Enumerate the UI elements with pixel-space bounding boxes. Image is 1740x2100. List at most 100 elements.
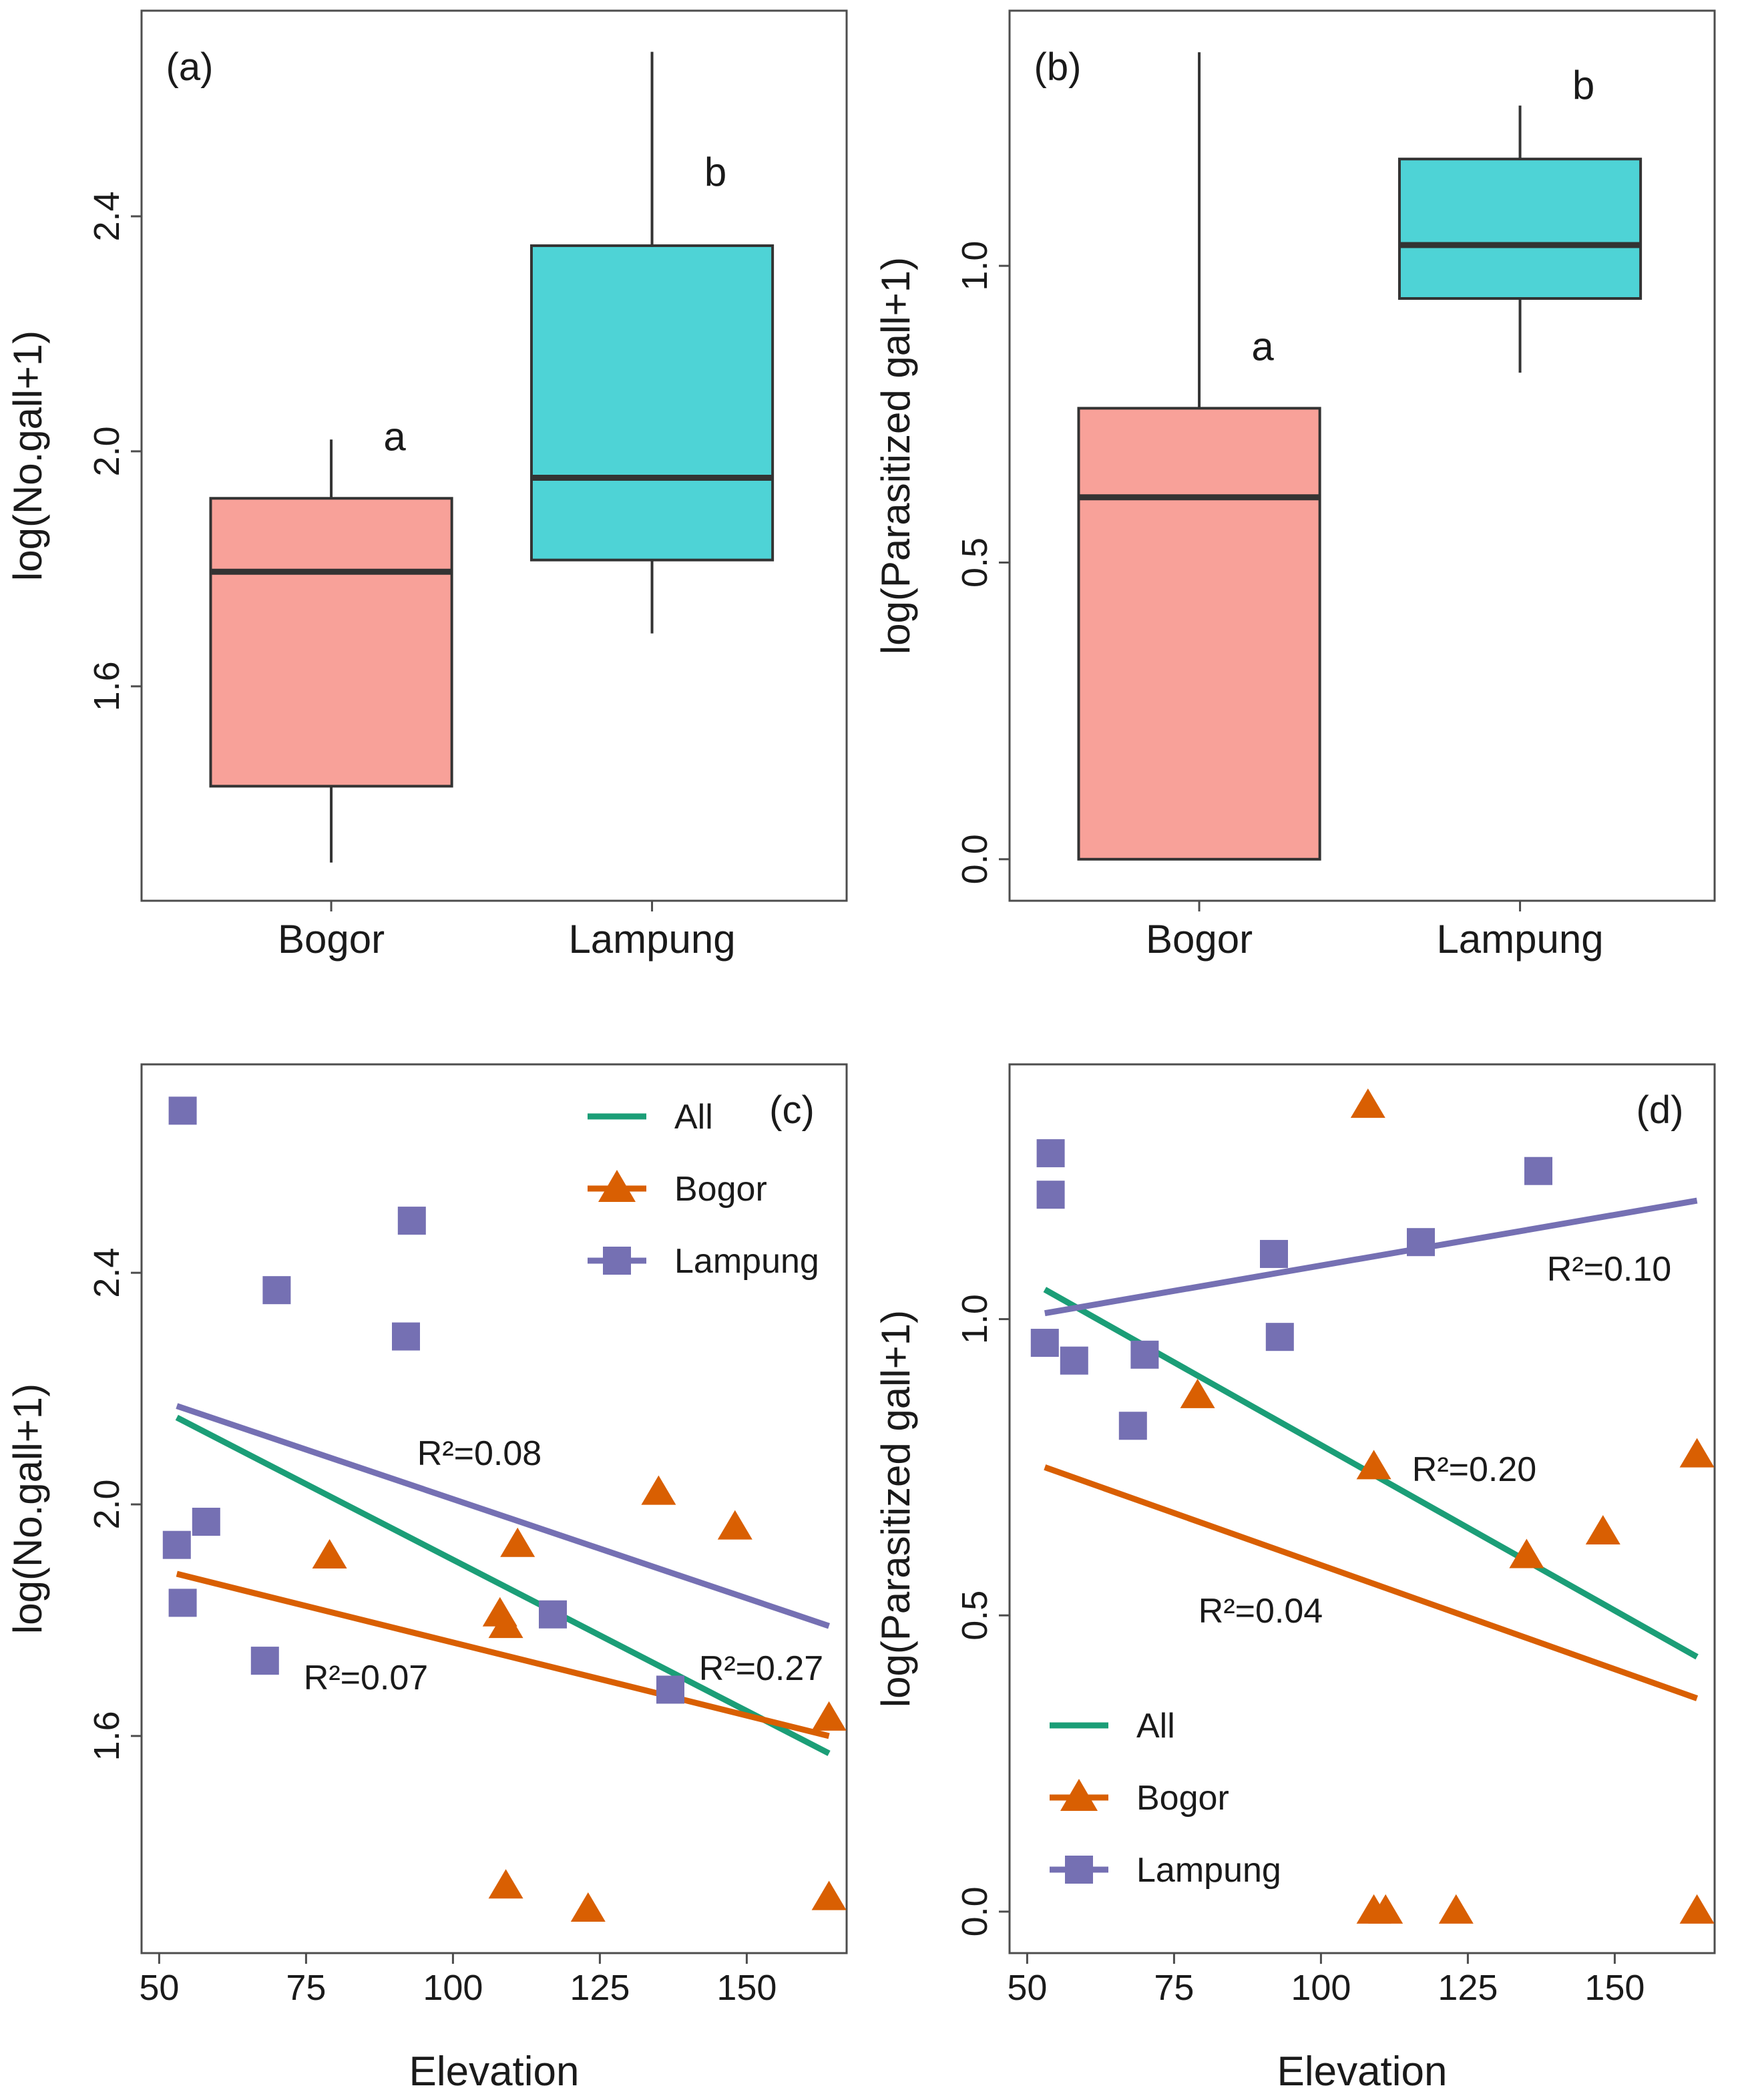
panel-letter: (a) [166, 45, 214, 89]
point-bogor [1679, 1894, 1715, 1924]
r2-label-lampung: R²=0.08 [417, 1434, 541, 1473]
plot-frame [140, 9, 848, 902]
point-lampung [1524, 1157, 1552, 1185]
legend-label-bogor: Bogor [1136, 1779, 1229, 1818]
y-tick-label: 2.0 [87, 1479, 127, 1529]
iqr-box [529, 244, 775, 562]
point-bogor [1350, 1088, 1385, 1118]
y-tick-label: 2.4 [87, 1248, 127, 1298]
fit-line-lampung [1044, 1197, 1698, 1317]
r2-label-lampung: R²=0.10 [1547, 1250, 1671, 1289]
plot-frame [140, 1063, 848, 1954]
legend-label-lampung: Lampung [1136, 1851, 1281, 1890]
point-bogor [500, 1527, 535, 1557]
point-bogor [488, 1609, 523, 1639]
point-lampung [1036, 1139, 1065, 1168]
point-lampung [1030, 1329, 1059, 1357]
y-tick-label: 1.0 [955, 241, 995, 291]
panel-d: 0.0 0.5 1.0 log(Parasitized gall+1) (d) 50 75 1… [873, 1063, 1716, 2095]
y-tick-label: 1.6 [87, 661, 127, 711]
box-bogor: a [209, 414, 453, 863]
x-axis-label: Elevation [1277, 2049, 1447, 2095]
y-axis-label: log(Parasitized gall+1) [873, 1310, 918, 1707]
point-lampung [192, 1508, 220, 1536]
x-tick-label: 100 [1291, 1968, 1351, 2008]
x-axis-label: Elevation [409, 2049, 579, 2095]
x-category-label: Bogor [1146, 917, 1253, 962]
point-bogor [1679, 1438, 1715, 1468]
point-bogor [811, 1880, 847, 1910]
y-axis-label: log(No.gall+1) [5, 331, 50, 581]
point-lampung [168, 1589, 197, 1617]
y-tick-label: 0.0 [955, 1886, 995, 1936]
x-tick-label: 150 [1584, 1968, 1645, 2008]
fit-line-bogor [1044, 1464, 1699, 1701]
plot-frame [1008, 1063, 1716, 1954]
y-axis-label: log(Parasitized gall+1) [873, 257, 918, 654]
x-category-label: Bogor [278, 917, 385, 962]
point-lampung [1407, 1228, 1435, 1257]
panel-c: 1.6 2.0 2.4 log(No.gall+1) (c) 50 75 100 125 150 E… [5, 1063, 848, 2095]
series-lampung [1030, 1139, 1552, 1440]
legend-marker-lampung [1065, 1856, 1093, 1884]
x-tick-label: 50 [139, 1968, 179, 2008]
point-bogor [1509, 1538, 1544, 1568]
panel-letter: (b) [1034, 45, 1082, 89]
significance-letter: b [704, 150, 726, 194]
iqr-box [209, 497, 453, 788]
x-tick-label: 75 [1154, 1968, 1194, 2008]
significance-letter: b [1572, 63, 1594, 108]
y-tick-label: 0.5 [955, 538, 995, 588]
box-lampung: b [529, 51, 775, 634]
box-bogor: a [1077, 52, 1321, 861]
panel-b: 0.0 0.5 1.0 log(Parasitized gall+1) (b) a Bogo… [873, 9, 1716, 962]
series-bogor [1180, 1088, 1715, 1924]
legend: All Bogor Lampung [1050, 1707, 1281, 1890]
y-tick-label: 1.0 [955, 1294, 995, 1344]
point-lampung [392, 1322, 420, 1351]
y-tick-label: 1.6 [87, 1711, 127, 1761]
significance-letter: a [383, 414, 406, 459]
series-bogor [312, 1475, 847, 1922]
point-bogor [570, 1892, 606, 1922]
point-bogor [1368, 1894, 1403, 1924]
point-lampung [1036, 1181, 1065, 1209]
legend-label-all: All [674, 1098, 713, 1136]
r2-label-bogor: R²=0.04 [1199, 1592, 1323, 1631]
point-lampung [262, 1276, 291, 1305]
legend: All Bogor Lampung [588, 1098, 819, 1281]
iqr-box [1397, 158, 1643, 300]
point-bogor [488, 1869, 523, 1899]
series-lampung [162, 1096, 684, 1704]
legend-label-all: All [1136, 1707, 1175, 1745]
box-lampung: b [1397, 63, 1643, 373]
x-category-label: Lampung [568, 917, 735, 962]
r2-label-bogor: R²=0.07 [304, 1659, 428, 1697]
point-lampung [1130, 1340, 1159, 1369]
x-tick-label: 75 [286, 1968, 326, 2008]
x-tick-label: 125 [1438, 1968, 1498, 2008]
panel-letter: (c) [769, 1088, 815, 1132]
point-lampung [539, 1600, 567, 1629]
x-tick-label: 150 [716, 1968, 777, 2008]
point-bogor [1180, 1378, 1215, 1408]
y-axis-label: log(No.gall+1) [5, 1384, 50, 1634]
point-lampung [1060, 1346, 1088, 1375]
y-tick-label: 0.0 [955, 834, 995, 884]
plot-frame [1008, 9, 1716, 902]
point-lampung [1118, 1412, 1147, 1440]
r2-label-all: R²=0.27 [699, 1649, 823, 1688]
fit-line-lampung [176, 1403, 831, 1629]
panel-letter: (d) [1637, 1088, 1684, 1132]
fit-line-all [175, 1414, 831, 1756]
iqr-box [1077, 407, 1321, 861]
r2-label-all: R²=0.20 [1412, 1450, 1536, 1489]
legend-label-lampung: Lampung [674, 1242, 819, 1281]
point-bogor [717, 1510, 752, 1540]
y-tick-label: 2.4 [87, 191, 127, 241]
legend-marker-lampung [603, 1247, 631, 1275]
point-bogor [641, 1475, 676, 1505]
point-lampung [1265, 1323, 1294, 1351]
point-lampung [397, 1207, 426, 1235]
y-tick-label: 0.5 [955, 1591, 995, 1641]
